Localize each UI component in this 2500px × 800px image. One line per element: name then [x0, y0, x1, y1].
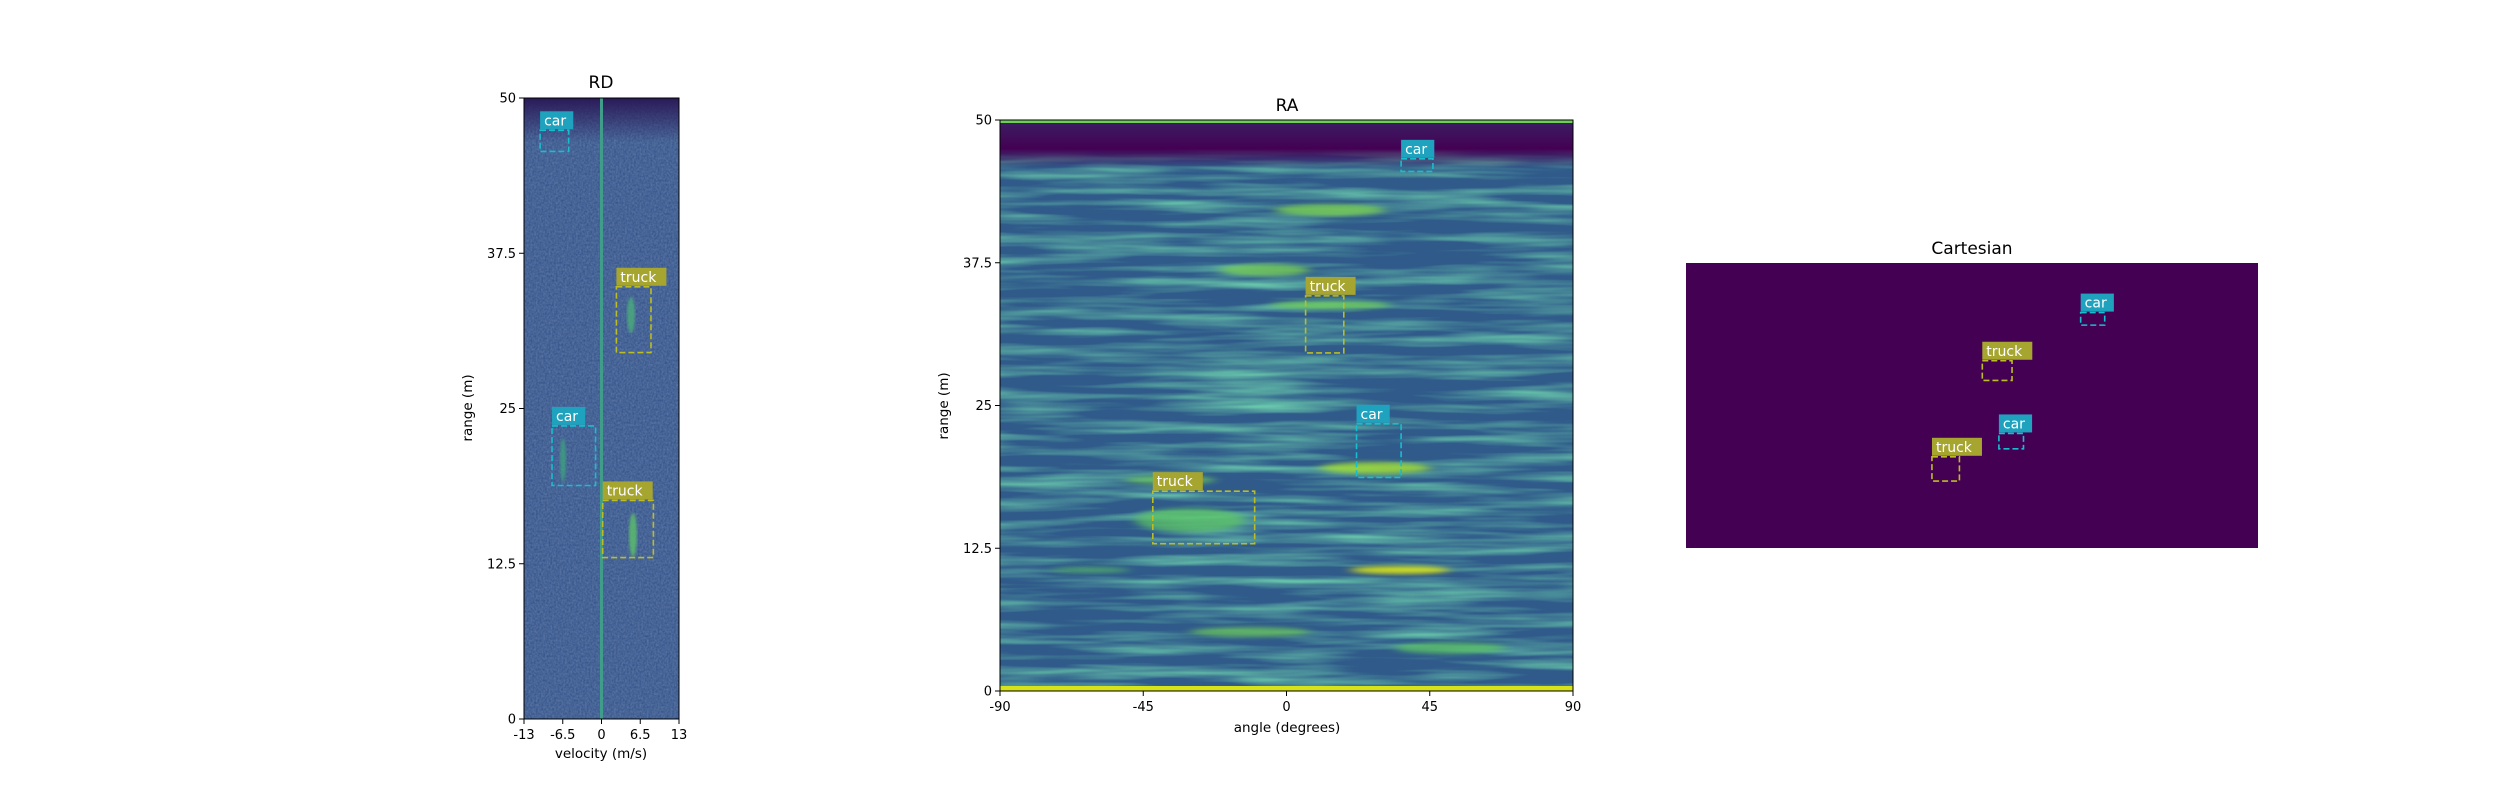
ra-ytick-label: 37.5 — [963, 256, 992, 271]
ra-ylabel: range (m) — [936, 372, 952, 439]
rd-panel: RD car truck car truck -13 -6.5 0 6.5 13 0 12.5 2… — [460, 73, 687, 762]
cartesian-title: Cartesian — [1931, 239, 2012, 259]
cartesian-panel: Cartesian car truck car truck — [1686, 239, 2258, 548]
rd-car-bbox — [551, 425, 597, 487]
rd-ytick-label: 50 — [499, 92, 516, 107]
rd-target-car-mid — [560, 438, 566, 482]
ra-heatmap-bands — [1000, 120, 1573, 691]
cart-truck-bbox — [1931, 455, 1961, 482]
rd-car-label: car — [556, 409, 578, 425]
ra-car-label: car — [1405, 142, 1427, 158]
rd-xtick-label: -6.5 — [550, 728, 575, 743]
rd-truck-label: truck — [607, 483, 644, 499]
ra-truck-bbox — [1152, 490, 1256, 545]
ra-ytick-label: 12.5 — [963, 542, 992, 557]
rd-ylabel: range (m) — [460, 374, 476, 441]
ra-xtick-label: -90 — [989, 700, 1010, 715]
ra-title: RA — [1276, 96, 1299, 116]
ra-truck-label-bg — [1305, 276, 1356, 295]
ra-top-bright-row — [1000, 120, 1573, 123]
ra-panel: RA car truck car truck -90 -45 0 45 90 0 12.5 25 3… — [936, 96, 1581, 736]
rd-xlabel: velocity (m/s) — [555, 746, 647, 762]
rd-car-label-bg — [552, 406, 586, 425]
rd-truck-label-bg — [602, 481, 653, 500]
ra-bright-streaks — [1050, 204, 1505, 654]
cart-truck-bbox — [1981, 359, 2013, 382]
rd-target-truck-near — [629, 513, 637, 557]
rd-xtick-label: 13 — [671, 728, 688, 743]
rd-car-bbox — [539, 129, 570, 153]
ra-ytick-label: 50 — [975, 114, 992, 129]
ra-ytick-label: 0 — [984, 685, 992, 700]
cart-truck-label: truck — [1986, 344, 2023, 360]
rd-truck-bbox — [615, 285, 652, 354]
rd-xtick-label: -13 — [513, 728, 534, 743]
cartesian-canvas — [1686, 263, 2258, 548]
ra-xtick-label: 0 — [1282, 700, 1290, 715]
cart-truck-label-bg — [1982, 341, 2033, 360]
ra-xlabel: angle (degrees) — [1234, 720, 1341, 736]
rd-target-truck-far — [627, 297, 635, 333]
ra-car-bbox — [1400, 158, 1434, 173]
ra-car-label-bg — [1401, 139, 1435, 158]
rd-ytick-label: 25 — [499, 402, 516, 417]
ra-truck-label: truck — [1157, 474, 1194, 490]
ra-heatmap-top-band — [1000, 120, 1573, 168]
ra-truck-label-bg — [1152, 472, 1203, 491]
rd-xtick-label: 6.5 — [630, 728, 651, 743]
cart-truck-label: truck — [1936, 440, 1973, 456]
ra-truck-bbox — [1304, 295, 1345, 354]
cart-truck-label-bg — [1931, 437, 1982, 456]
rd-car-label: car — [544, 113, 566, 129]
rd-ytick-label: 0 — [508, 713, 516, 728]
rd-title: RD — [589, 73, 614, 93]
cart-car-label: car — [2085, 296, 2107, 312]
ra-xtick-label: -45 — [1133, 700, 1154, 715]
rd-truck-label-bg — [616, 267, 667, 286]
rd-truck-label: truck — [620, 270, 657, 286]
ra-car-bbox — [1355, 422, 1402, 479]
cart-car-bbox — [1998, 432, 2025, 450]
rd-ytick-label: 12.5 — [487, 557, 516, 572]
ra-truck-label: truck — [1310, 279, 1347, 295]
cart-car-label-bg — [2080, 293, 2114, 312]
cart-car-bbox — [2079, 311, 2106, 326]
ra-car-label-bg — [1356, 404, 1390, 423]
cart-car-label-bg — [1998, 414, 2033, 433]
ra-xtick-label: 90 — [1565, 700, 1582, 715]
ra-car-label: car — [1361, 407, 1383, 423]
ra-bottom-bright-row — [1000, 686, 1573, 691]
rd-ytick-label: 37.5 — [487, 247, 516, 262]
ra-xtick-label: 45 — [1421, 700, 1438, 715]
rd-xtick-label: 0 — [597, 728, 605, 743]
rd-car-label-bg — [540, 111, 574, 130]
cart-car-label: car — [2003, 416, 2025, 432]
rd-zero-doppler-line — [600, 98, 603, 719]
ra-ytick-label: 25 — [975, 399, 992, 414]
